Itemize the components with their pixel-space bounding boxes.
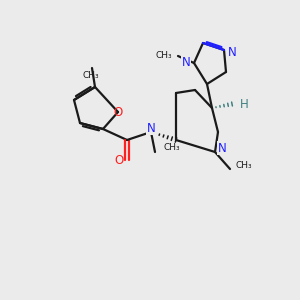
Text: N: N (218, 142, 226, 154)
Text: O: O (113, 106, 123, 118)
Text: CH₃: CH₃ (235, 161, 252, 170)
Text: N: N (182, 56, 190, 70)
Text: CH₃: CH₃ (83, 71, 99, 80)
Text: O: O (114, 154, 124, 166)
Text: H: H (240, 98, 249, 110)
Text: N: N (147, 122, 155, 134)
Text: CH₃: CH₃ (163, 143, 180, 152)
Text: N: N (228, 46, 236, 59)
Text: CH₃: CH₃ (155, 52, 172, 61)
